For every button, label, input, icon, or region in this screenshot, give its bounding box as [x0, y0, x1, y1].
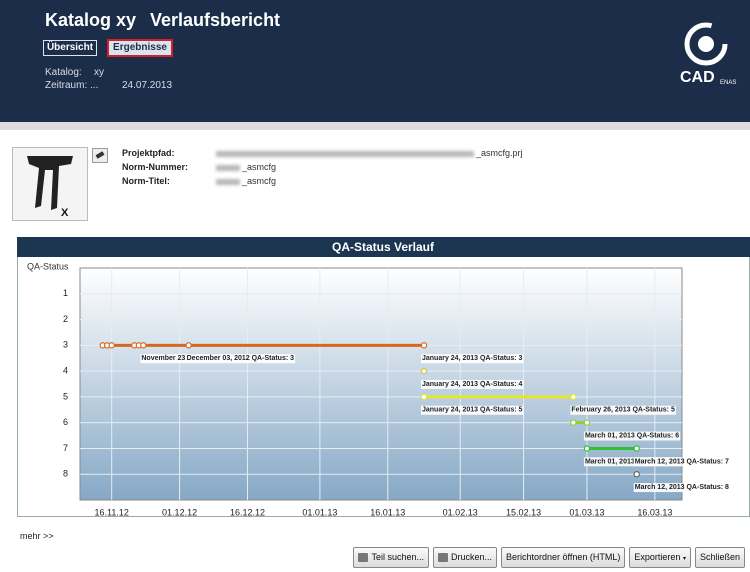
field-value-text: _asmcfg.prj: [476, 148, 523, 158]
x-tick-label: 01.03.13: [569, 507, 604, 517]
data-label: November 23: [141, 355, 185, 362]
y-tick-label: 4: [63, 365, 68, 375]
data-label: January 24, 2013 QA-Status: 5: [422, 407, 522, 414]
field-value-text: _asmcfg: [242, 162, 277, 172]
period-value: 24.07.2013: [122, 80, 173, 91]
chart-title: QA-Status Verlauf: [332, 240, 435, 254]
field-value-text: _asmcfg: [242, 176, 277, 186]
button-text: Exportieren: [634, 552, 681, 562]
edit-button[interactable]: [92, 148, 108, 163]
data-point: [633, 471, 640, 478]
label-background: [633, 483, 730, 493]
label-background: [583, 457, 681, 467]
label-background: [421, 354, 524, 364]
x-tick-label: 16.01.13: [370, 507, 405, 517]
separator: [0, 122, 750, 130]
thumbnail: X: [12, 147, 88, 221]
data-point: [633, 445, 640, 452]
x-tick-label: 16.12.12: [230, 507, 265, 517]
y-tick-label: 5: [63, 391, 68, 401]
logo-sub: ENAS: [720, 80, 736, 86]
logo-ring: [684, 22, 728, 66]
data-point: [583, 419, 591, 426]
print-button[interactable]: Drucken...: [433, 547, 498, 568]
y-axis-label: QA-Status: [27, 261, 69, 271]
field-value: _asmcfg.prj: [216, 148, 523, 158]
y-tick-label: 6: [63, 417, 68, 427]
label-background: [633, 457, 730, 467]
label-background: [185, 354, 296, 364]
tab-active[interactable]: Ergebnisse: [107, 39, 173, 57]
data-point: [420, 342, 428, 349]
field-label: Projektpfad:: [122, 148, 175, 158]
more-link[interactable]: mehr >>: [20, 531, 54, 541]
data-label: March 01, 2013 QA-Status: 7: [585, 458, 679, 465]
search-button[interactable]: Teil suchen...: [353, 547, 429, 568]
data-point: [420, 367, 428, 375]
data-point: [140, 342, 147, 349]
part-shape: [27, 156, 73, 210]
data-point: [570, 419, 577, 426]
label-background: [421, 405, 524, 415]
plot-area: [79, 267, 683, 501]
label-background: [140, 354, 187, 364]
button-bar: Teil suchen... Drucken... Berichtordner …: [353, 547, 745, 568]
part-image: X: [27, 156, 73, 219]
catalog-value: xy: [94, 67, 104, 78]
thumbnail-label: X: [61, 207, 69, 219]
y-tick-label: 7: [63, 443, 68, 453]
data-label: March 12, 2013 QA-Status: 8: [635, 484, 729, 491]
chart: QA-Status Verlauf QA-Status 1 2 3 4 5 6 7 8 16.1…: [17, 237, 750, 517]
data-point: [583, 445, 591, 452]
data-point: [570, 393, 577, 401]
logo: CAD ENAS: [680, 22, 736, 86]
x-tick-label: 15.02.13: [506, 507, 541, 517]
data-label: March 12, 2013 QA-Status: 7: [635, 458, 729, 465]
data-label: January 24, 2013 QA-Status: 4: [422, 381, 522, 388]
icon: [438, 553, 448, 563]
y-tick-label: 3: [63, 340, 68, 350]
open-folder-button[interactable]: Berichtordner öffnen (HTML): [501, 547, 626, 568]
data-label: March 01, 2013 QA-Status: 6: [585, 433, 679, 440]
data-label: January 24, 2013 QA-Status: 3: [422, 355, 522, 362]
y-tick-label: 2: [63, 314, 68, 324]
label-background: [583, 431, 681, 441]
logo-text: CAD: [680, 69, 715, 86]
tab[interactable]: Übersicht: [43, 40, 97, 56]
x-tick-label: 01.12.12: [162, 507, 197, 517]
report-title: Verlaufsbericht: [150, 10, 281, 30]
button-text: Teil suchen...: [371, 552, 424, 562]
label-background: [421, 379, 524, 389]
x-tick-label: 16.11.12: [94, 507, 128, 517]
icon: [95, 151, 105, 159]
chart-header: [17, 237, 750, 257]
catalog-label: Katalog:: [45, 67, 82, 78]
close-button[interactable]: Schließen: [694, 547, 745, 568]
y-tick-label: 1: [63, 288, 68, 298]
field-value: _asmcfg: [216, 162, 276, 172]
logo-dot: [698, 36, 714, 52]
y-tick-label: 8: [63, 469, 68, 479]
x-tick-label: 16.03.13: [637, 507, 672, 517]
x-tick-label: 01.01.13: [302, 507, 337, 517]
button-text: Drucken...: [451, 552, 493, 562]
field-label: Norm-Nummer:: [122, 162, 189, 172]
catalog-title: Katalog xy: [45, 10, 137, 30]
header: Katalog xy Verlaufsbericht Übersicht Erg…: [0, 0, 750, 122]
data-point: [420, 393, 428, 401]
data-label: December 03, 2012 QA-Status: 3: [187, 355, 294, 362]
field-label: Norm-Titel:: [122, 176, 170, 186]
data-label: February 26, 2013 QA-Status: 5: [571, 407, 675, 414]
label-background: [570, 405, 676, 415]
icon: [358, 553, 369, 563]
data-point: [185, 342, 192, 349]
export-button[interactable]: Exportieren ▾: [629, 547, 691, 568]
period-label: Zeitraum: ...: [45, 80, 99, 91]
field-value: _asmcfg: [216, 176, 276, 186]
x-tick-label: 01.02.13: [443, 507, 478, 517]
data-point: [108, 342, 115, 349]
